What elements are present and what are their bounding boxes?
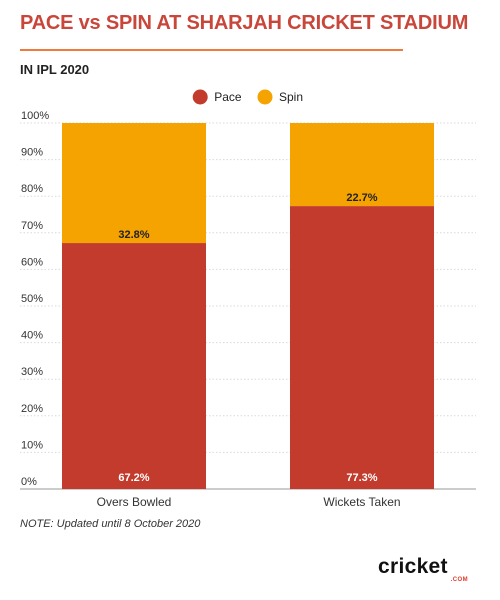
cricket-com-logo: cricket .COM [378, 555, 478, 587]
x-axis-ticks: Overs Bowled Wickets Taken [97, 495, 401, 509]
legend: Pace Spin [192, 89, 303, 105]
data-label-spin: 22.7% [346, 192, 377, 204]
y-tick-label: 0% [21, 476, 37, 488]
y-tick-label: 50% [21, 293, 43, 305]
legend-swatch-spin [257, 89, 273, 105]
logo-suffix: .COM [450, 577, 468, 583]
y-tick-label: 10% [21, 439, 43, 451]
title-divider [20, 49, 403, 51]
y-tick-label: 20% [21, 403, 43, 415]
y-tick-label: 60% [21, 256, 43, 268]
legend-label-spin: Spin [279, 90, 303, 104]
chart-subtitle: IN IPL 2020 [20, 62, 90, 77]
bar-pace-1 [62, 243, 206, 489]
legend-label-pace: Pace [214, 90, 242, 104]
y-tick-label: 80% [21, 183, 43, 195]
bars [62, 123, 434, 489]
bar-pace-2 [290, 206, 434, 489]
y-tick-label: 40% [21, 330, 43, 342]
y-tick-label: 90% [21, 147, 43, 159]
y-axis-ticks: 0% 10% 20% 30% 40% 50% 60% 70% 80% 90% 100% [21, 110, 49, 488]
bar-spin-1 [62, 123, 206, 244]
x-tick-label: Wickets Taken [323, 495, 400, 509]
data-label-pace: 77.3% [346, 472, 377, 484]
y-tick-label: 70% [21, 220, 43, 232]
chart-title: PACE vs SPIN AT SHARJAH CRICKET STADIUM [20, 12, 469, 34]
y-tick-label: 100% [21, 110, 49, 122]
data-label-spin: 32.8% [118, 229, 149, 241]
legend-swatch-pace [192, 89, 208, 105]
y-tick-label: 30% [21, 366, 43, 378]
x-tick-label: Overs Bowled [97, 495, 172, 509]
logo-wordmark: cricket [378, 555, 448, 578]
footnote: NOTE: Updated until 8 October 2020 [20, 518, 201, 530]
data-labels: 67.2% 32.8% 77.3% 22.7% [118, 192, 377, 484]
bar-spin-2 [290, 123, 434, 207]
data-label-pace: 67.2% [118, 472, 149, 484]
